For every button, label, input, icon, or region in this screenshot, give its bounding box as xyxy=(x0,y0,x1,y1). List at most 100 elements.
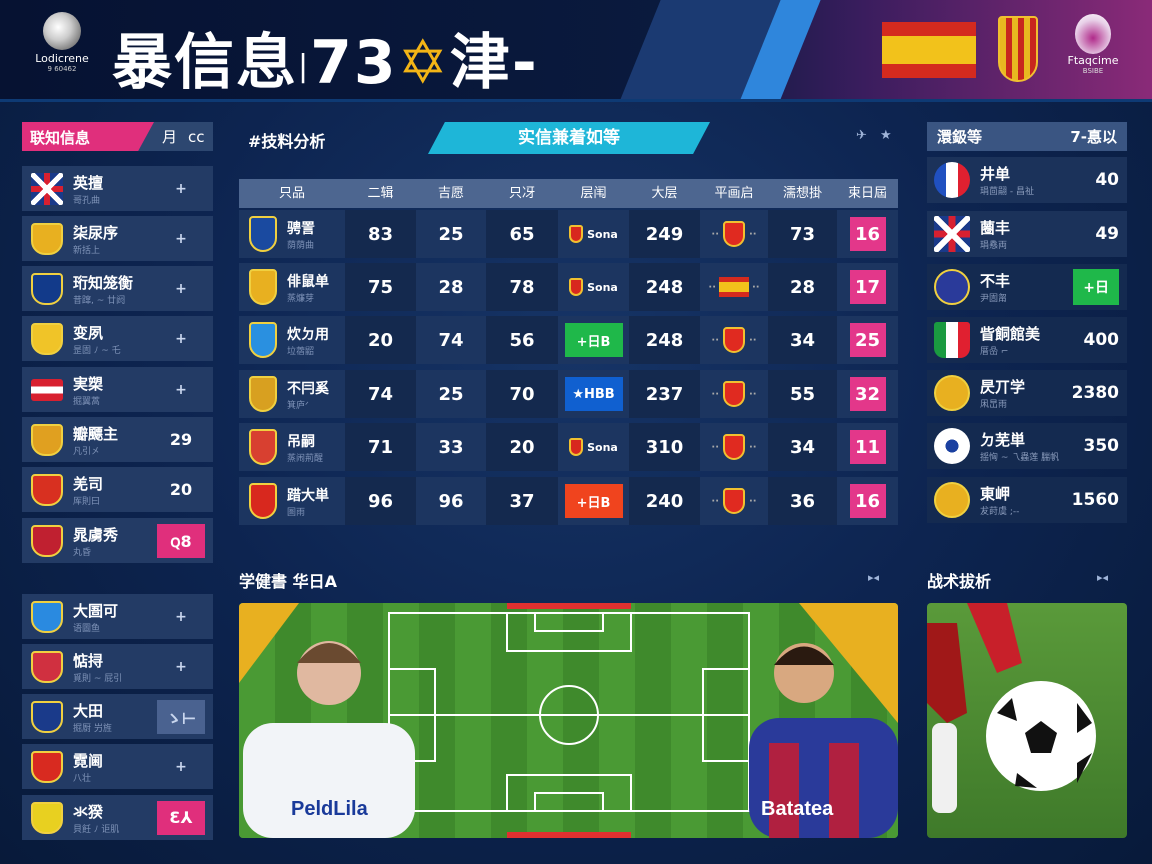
title-separator: | xyxy=(298,48,311,84)
team-list-item[interactable]: 大圄可 语圖鱼 + xyxy=(22,594,213,639)
team-subtitle: 哥孔曲 xyxy=(73,195,101,206)
column-header[interactable]: 吉愿 xyxy=(416,179,486,208)
team-cell: 吊嗣 蒸闹荊醒 xyxy=(239,423,345,471)
add-icon[interactable]: + xyxy=(175,758,187,775)
action-button[interactable]: ゝ⊢ xyxy=(157,699,205,734)
column-header[interactable]: 只冴 xyxy=(486,179,558,208)
right-panel-header: 澴鈒等 7-惪以 xyxy=(927,122,1127,151)
match-nav-arrows-icon[interactable]: ▸◂ xyxy=(868,571,880,584)
table-row[interactable]: 不冃奚 箕庐ᐟ 74 25 70 ★HBB 237 ·· ·· 55 32 xyxy=(239,370,898,418)
team-list-item[interactable]: 惦挦 覓則 ~ 屁引 + xyxy=(22,644,213,689)
team-list-item[interactable]: 珩知笼衡 昔蹿, ~ 廿阏 + xyxy=(22,266,213,311)
team-crest-icon xyxy=(31,272,63,305)
tab-month[interactable]: 月 xyxy=(162,128,178,146)
team-list-item[interactable]: 柒尿序 新括上 + xyxy=(22,216,213,261)
team-name: 炊ㄉ用 xyxy=(287,326,329,343)
add-icon[interactable]: + xyxy=(175,608,187,625)
team-subtitle: 语圖鱼 xyxy=(73,623,101,634)
add-icon[interactable]: + xyxy=(175,230,187,247)
team-list-item[interactable]: 霓阃 八壮 + xyxy=(22,744,213,789)
club-crest-icon xyxy=(569,278,584,296)
team-crest-icon xyxy=(31,524,63,557)
match-title: 学健書 华日A xyxy=(239,572,337,591)
ranking-value: 1560 xyxy=(1071,490,1119,510)
league-logo-right[interactable]: Ftaqcime BSIBE xyxy=(1058,14,1128,75)
team-list-item[interactable]: 英擅 哥孔曲 + xyxy=(22,166,213,211)
ranking-item[interactable]: 蔨丰 琄㦌両 49 xyxy=(927,211,1127,257)
table-row[interactable]: 骋詈 荫荫曲 83 25 65 Sona 249 ·· ·· 73 16 xyxy=(239,210,898,258)
team-list-item[interactable]: 羌司 厍則曰 20 xyxy=(22,467,213,512)
rank-badge[interactable]: 25 xyxy=(849,323,886,357)
column-header[interactable]: 平画启 xyxy=(700,179,768,208)
ranking-item[interactable]: 不丰 尹圁甮 +日 xyxy=(927,264,1127,310)
league-logo[interactable]: Lodicrene 9 60462 xyxy=(30,12,94,73)
stat-cell: 56 xyxy=(486,316,558,364)
table-row[interactable]: 吊嗣 蒸闹荊醒 71 33 20 Sona 310 ·· ·· 34 11 xyxy=(239,423,898,471)
add-icon[interactable]: + xyxy=(175,381,187,398)
ranking-item[interactable]: 昃丌学 凩旵雨 2380 xyxy=(927,370,1127,416)
team-subtitle: 貝飪 ﾉ 讵肌 xyxy=(73,824,120,835)
team-subtitle: 蒸闹荊醒 xyxy=(287,453,324,464)
column-header[interactable]: 束日屆 xyxy=(837,179,898,208)
add-icon[interactable]: + xyxy=(175,658,187,675)
rank-badge[interactable]: 17 xyxy=(849,270,886,304)
rank-cell: 16 xyxy=(837,210,898,258)
team-list-item[interactable]: 大田 掘㕑 屶旌 ゝ⊢ xyxy=(22,694,213,739)
share-icon[interactable]: ✈ xyxy=(856,128,867,143)
column-header[interactable]: 只品 xyxy=(239,179,345,208)
favorite-icon[interactable]: ★ xyxy=(880,128,892,143)
table-row[interactable]: 俳鼠单 蒸燫芽 75 28 78 Sona 248 ·· ·· 28 17 xyxy=(239,263,898,311)
star-ball-icon xyxy=(43,12,81,50)
team-subtitle: 琄茴翤 - 昌祉 xyxy=(980,187,1034,197)
add-icon[interactable]: + xyxy=(175,180,187,197)
team-crest-icon xyxy=(934,162,970,198)
add-icon[interactable]: + xyxy=(175,280,187,297)
badge-pink[interactable]: Ɛ⅄ xyxy=(157,800,205,835)
team-crest-icon xyxy=(249,429,277,465)
team-name: 実槊 xyxy=(73,374,104,393)
team-name: 踖大単 xyxy=(287,487,329,504)
ranking-item[interactable]: 眥餇館美 厝喦 ⌐ 400 xyxy=(927,317,1127,363)
team-crest-icon xyxy=(31,423,63,456)
page-title: 暴信息|73✡津- xyxy=(112,14,539,99)
club-crest-icon xyxy=(723,221,745,247)
rank-badge[interactable]: 16 xyxy=(849,217,886,251)
tab-toggle[interactable]: cc xyxy=(188,127,205,146)
status-tag[interactable]: ★HBB xyxy=(564,377,623,411)
team-list-item[interactable]: 变夙 昰圁 ﾉ ~ 乇 + xyxy=(22,316,213,361)
analysis-banner[interactable]: 实信兼着如等 xyxy=(428,122,710,154)
column-header[interactable]: 濡想掛 xyxy=(768,179,837,208)
team-crest-icon xyxy=(31,700,63,733)
tactics-image[interactable] xyxy=(927,603,1127,838)
rank-badge[interactable]: 16 xyxy=(849,484,886,518)
column-header[interactable]: 大层 xyxy=(629,179,700,208)
team-list-item[interactable]: 瓣飃主 凡引㐅 29 xyxy=(22,417,213,462)
team-subtitle: 琄㦌両 xyxy=(980,241,1008,251)
team-list-item[interactable]: 氺猤 貝飪 ﾉ 讵肌 Ɛ⅄ xyxy=(22,795,213,840)
rank-cell: 17 xyxy=(837,263,898,311)
rank-badge[interactable]: 32 xyxy=(849,377,886,411)
team-cell: 踖大単 圄雨 xyxy=(239,477,345,525)
rank-badge[interactable]: 11 xyxy=(849,430,886,464)
tactics-nav-arrows-icon[interactable]: ▸◂ xyxy=(1097,571,1109,584)
column-header[interactable]: 二辑 xyxy=(345,179,416,208)
status-tag[interactable]: +日 xyxy=(1073,269,1119,305)
team-list-item[interactable]: 実槊 掘翼蒿 + xyxy=(22,367,213,412)
team-name: 大圄可 xyxy=(73,601,119,620)
match-lineup-image[interactable]: PeldLila Batatea xyxy=(239,603,898,838)
column-header[interactable]: 层闱 xyxy=(558,179,629,208)
team-list-item[interactable]: 晁虜秀 丸昏 ꞯ8 xyxy=(22,518,213,563)
table-row[interactable]: 炊ㄉ用 垃蓿鼦 20 74 56 +日B 248 ·· ·· 34 25 xyxy=(239,316,898,364)
add-icon[interactable]: + xyxy=(175,330,187,347)
team-name: 羌司 xyxy=(73,474,104,493)
badge-pink[interactable]: ꞯ8 xyxy=(157,523,205,558)
table-row[interactable]: 踖大単 圄雨 96 96 37 +日B 240 ·· ·· 36 16 xyxy=(239,477,898,525)
stat-cell: 36 xyxy=(768,477,837,525)
right-panel-label[interactable]: 7-惪以 xyxy=(1070,128,1117,146)
ranking-item[interactable]: 井单 琄茴翤 - 昌祉 40 xyxy=(927,157,1127,203)
ranking-item[interactable]: 東岬 犮莳虞 ;-- 1560 xyxy=(927,477,1127,523)
status-tag[interactable]: +日B xyxy=(564,484,623,518)
ranking-item[interactable]: ㄉ芜単 揺恟 ~ 乁蟲莲 腨帆 350 xyxy=(927,423,1127,469)
status-tag[interactable]: +日B xyxy=(564,323,623,357)
team-name: 惦挦 xyxy=(73,651,104,670)
